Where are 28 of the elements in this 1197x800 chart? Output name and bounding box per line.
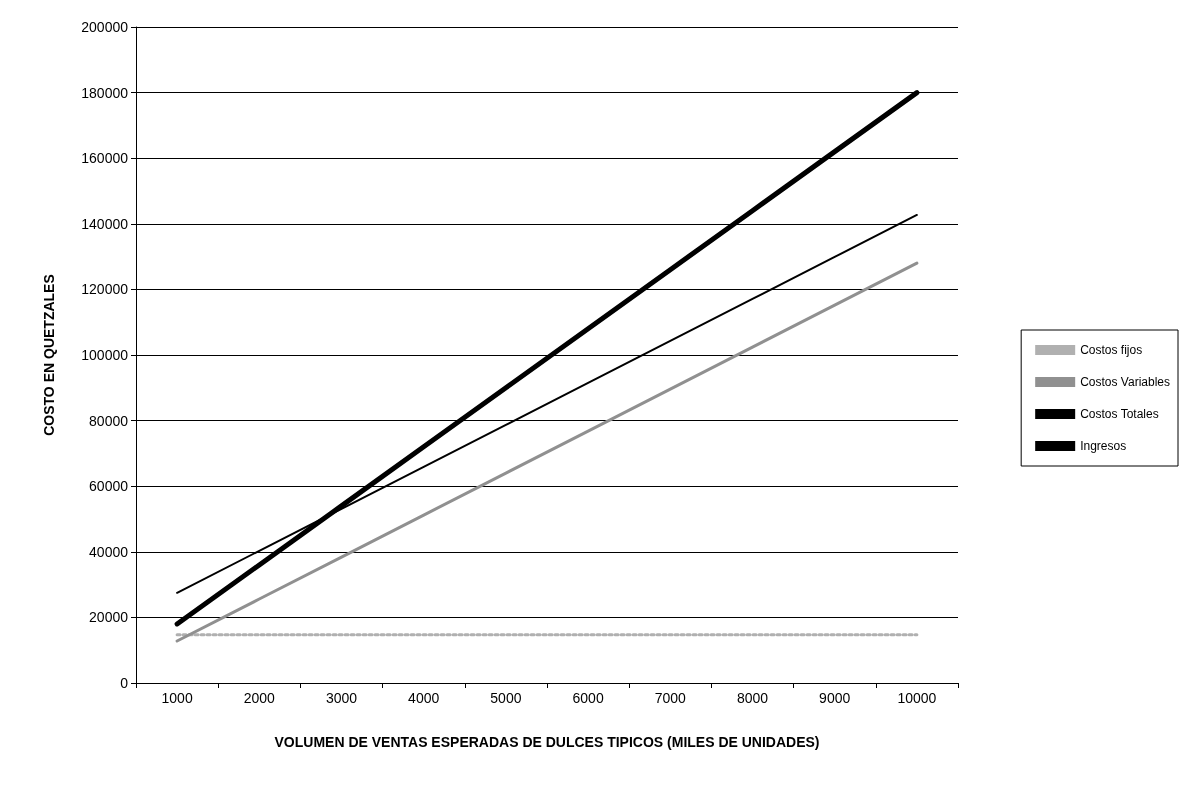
x-tick-label: 8000 [736, 690, 769, 706]
y-tick-label: 40000 [89, 543, 129, 560]
x-axis-title: VOLUMEN DE VENTAS ESPERADAS DE DULCES TIPICOS (MILES DE UNIDADES) [274, 734, 820, 750]
x-tick-label: 4000 [408, 690, 440, 706]
y-tick-label: 180000 [81, 84, 129, 101]
x-tick-label: 9000 [819, 690, 851, 706]
x-tick-label: 7000 [654, 690, 687, 706]
y-tick-label: 120000 [81, 281, 129, 298]
y-tick-label: 200000 [81, 19, 129, 35]
line-series [175, 261, 919, 643]
x-tick-label: 3000 [325, 690, 358, 706]
legend-label: Costos fijos [1080, 343, 1143, 357]
legend-label: Costos Variables [1080, 375, 1171, 389]
x-tick-label: 10000 [897, 690, 937, 706]
y-tick-label: 60000 [89, 478, 129, 495]
legend-label: Ingresos [1080, 439, 1127, 453]
y-tick-label: 160000 [81, 150, 129, 167]
y-tick-label: 20000 [89, 609, 129, 626]
y-tick-label: 100000 [81, 347, 129, 363]
x-tick-label: 6000 [572, 690, 604, 706]
y-tick-label: 80000 [89, 412, 129, 429]
legend-label: Costos Totales [1080, 407, 1159, 421]
x-tick-label: 5000 [490, 690, 522, 706]
x-tick-label: 2000 [243, 690, 276, 706]
x-tick-label: 1000 [161, 690, 193, 706]
y-tick-label: 0 [120, 675, 129, 691]
y-axis-title: COSTO EN QUETZALES [41, 274, 57, 436]
y-tick-label: 140000 [81, 215, 129, 232]
